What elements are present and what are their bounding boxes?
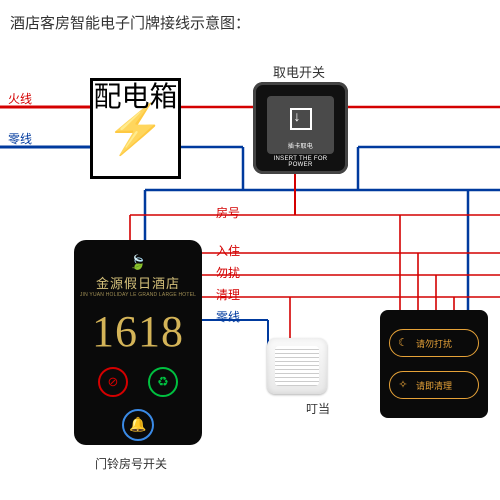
distribution-box: ⚡ 配电箱 (90, 78, 181, 179)
insert-text-cn: 插卡取电 (267, 141, 334, 150)
neutral-wire-label: 零线 (8, 130, 32, 147)
bell-icon: 🔔 (122, 409, 154, 441)
clean-icon: ♻ (148, 367, 178, 397)
wire-label-roomno: 房号 (216, 204, 240, 221)
clean-button: ✧ 请即清理 (389, 371, 479, 399)
hotel-name-en: JIN YUAN HOLIDAY LE GRAND LARGE HOTEL (74, 292, 202, 298)
wire-label-checkin: 入住 (216, 242, 240, 259)
wire-label-clean: 清理 (216, 286, 240, 303)
room-number: 1618 (74, 306, 202, 357)
dnd-button-label: 请勿打扰 (416, 337, 452, 350)
clean-button-label: 请即清理 (416, 379, 452, 392)
arrow-down-icon (290, 108, 312, 130)
insert-text-en: INSERT THE FOR POWER (267, 156, 334, 168)
doorplate-panel: 🍃 金源假日酒店 JIN YUAN HOLIDAY LE GRAND LARGE… (74, 240, 202, 445)
moon-icon: ☾ (396, 336, 410, 350)
wire-label-dnd: 勿扰 (216, 264, 240, 281)
doorbell-label: 叮当 (306, 400, 330, 417)
live-wire-label: 火线 (8, 90, 32, 107)
dnd-button: ☾ 请勿打扰 (389, 329, 479, 357)
hotel-name: 金源假日酒店 (74, 273, 202, 292)
diagram-title: 酒店客房智能电子门牌接线示意图： (10, 12, 250, 33)
inner-control-panel: ☾ 请勿打扰 ✧ 请即清理 (380, 310, 488, 418)
broom-icon: ✧ (396, 378, 410, 392)
card-power-switch: 插卡取电 INSERT THE FOR POWER (253, 82, 348, 174)
card-switch-label: 取电开关 (273, 62, 325, 81)
dnd-icon: ⊘ (98, 367, 128, 397)
leaf-icon: 🍃 (74, 254, 202, 271)
distribution-box-label: 配电箱 (93, 81, 178, 113)
wire-label-neutral: 零线 (216, 308, 240, 325)
doorplate-label: 门铃房号开关 (95, 455, 167, 472)
doorbell-device (267, 338, 327, 394)
